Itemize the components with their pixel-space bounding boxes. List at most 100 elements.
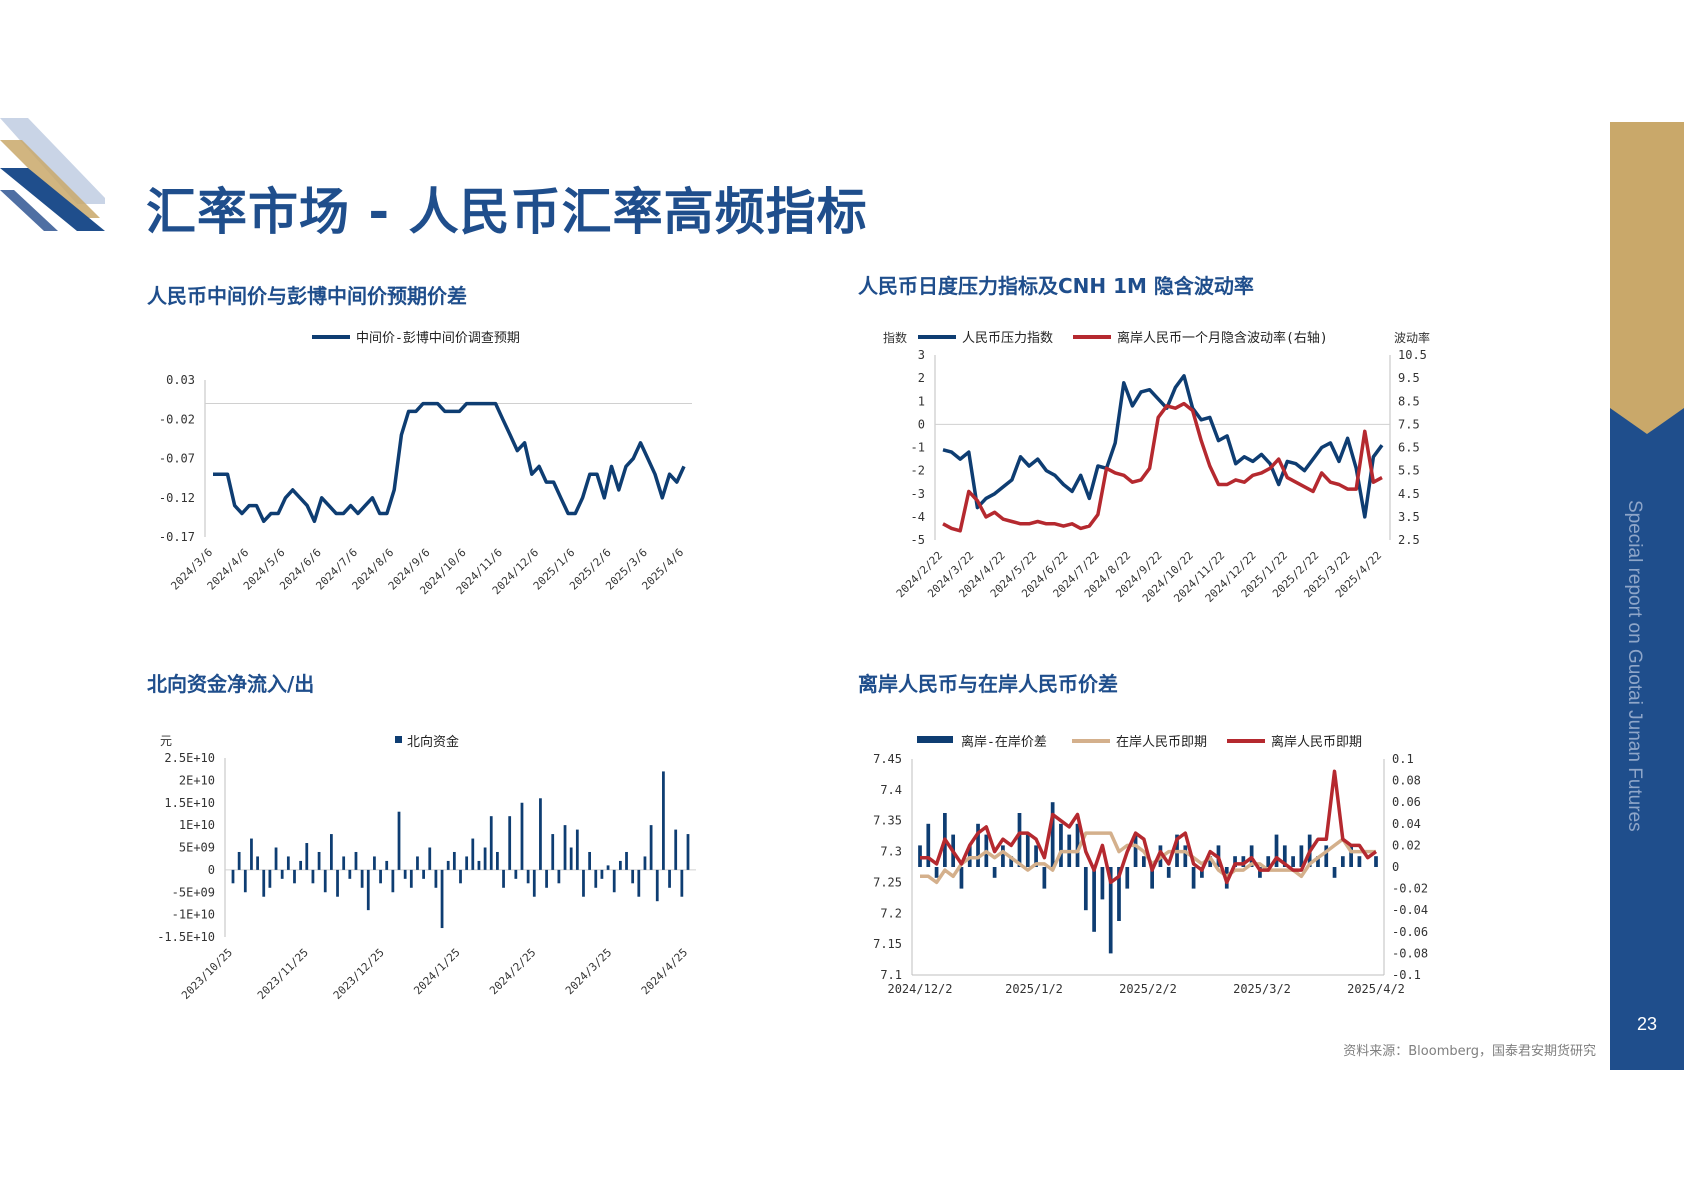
bar [649, 825, 653, 870]
chart-title-3: 北向资金净流入/出 [147, 672, 315, 696]
bar [342, 856, 346, 870]
bar [268, 869, 272, 888]
series-line [920, 769, 1378, 885]
bar [428, 847, 432, 870]
chart-title-1: 人民币中间价与彭博中间价预期价差 [147, 284, 467, 308]
bar [1183, 845, 1188, 867]
bar [446, 860, 450, 870]
bar [1092, 867, 1096, 932]
bar [588, 851, 592, 870]
bar [1349, 845, 1353, 867]
y-tick-label: -0.17 [159, 530, 195, 544]
y-tick-label: -5 [911, 533, 925, 547]
bar [1357, 856, 1362, 867]
bar [502, 869, 505, 888]
y-tick-label: 2.5E+10 [164, 751, 215, 765]
bar [1141, 856, 1146, 867]
bar [1241, 856, 1246, 867]
bar [594, 869, 598, 888]
bar [992, 867, 997, 878]
bar [1083, 867, 1088, 911]
bar [1258, 867, 1262, 878]
y-tick-label: 0 [918, 417, 925, 431]
y-tick-label: 7.4 [880, 783, 902, 797]
bar [674, 829, 678, 870]
bar [366, 869, 370, 911]
y-tick-label: 5E+09 [179, 841, 215, 855]
bar [465, 856, 469, 870]
bar [1100, 867, 1105, 900]
y2-tick-label: -0.1 [1392, 968, 1421, 982]
bar [243, 869, 247, 893]
y2-tick-label: -0.04 [1392, 903, 1428, 917]
bar [1332, 867, 1337, 878]
x-tick-label: 2025/3/2 [1233, 982, 1291, 996]
bar [231, 869, 235, 884]
bar [286, 856, 290, 870]
bar [459, 869, 462, 884]
y2-tick-label: 0.08 [1392, 774, 1421, 788]
y-tick-label: 0.03 [166, 373, 195, 387]
bar [397, 811, 401, 870]
bar [1282, 845, 1287, 867]
bar [1117, 867, 1121, 921]
chart-title-4: 离岸人民币与在岸人民币价差 [858, 672, 1118, 696]
bar [532, 869, 536, 897]
bar [305, 843, 309, 870]
legend-label: 离岸人民币即期 [1271, 734, 1362, 750]
bar [409, 869, 413, 888]
bar [1059, 823, 1063, 867]
y-tick-label: 7.1 [880, 968, 902, 982]
bar [1233, 856, 1237, 867]
y-unit-label: 元 [160, 734, 172, 748]
y2-tick-label: 0.1 [1392, 752, 1414, 766]
bar [1009, 856, 1014, 867]
y2-tick-label: 5.5 [1398, 464, 1420, 478]
bar [360, 869, 364, 888]
y2-tick-label: 7.5 [1398, 417, 1420, 431]
bar [563, 825, 567, 870]
bar [354, 851, 358, 870]
y2-tick-label: -0.02 [1392, 882, 1428, 896]
y-tick-label: -1 [911, 441, 925, 455]
bar [403, 869, 407, 879]
bar [373, 856, 376, 870]
bar [237, 851, 241, 870]
bar [477, 860, 481, 870]
bar [934, 867, 939, 878]
bar [655, 869, 659, 902]
source-note: 资料来源：Bloomberg，国泰君安期货研究 [1343, 1044, 1596, 1059]
bar [520, 802, 524, 870]
series-line [942, 401, 1383, 533]
side-band [1610, 122, 1684, 1070]
bar [686, 834, 690, 870]
bar [422, 869, 425, 879]
y-tick-label: -4 [911, 510, 925, 524]
bar [1133, 834, 1138, 867]
y-tick-label: 1 [918, 394, 925, 408]
bar [1200, 867, 1204, 878]
y-tick-label: -0.12 [159, 491, 195, 505]
x-tick-label: 2024/4/25 [639, 946, 690, 997]
page-title: 汇率市场 - 人民币汇率高频指标 [146, 183, 868, 241]
y-tick-label: -0.02 [159, 412, 195, 426]
y-tick-label: 0 [208, 863, 215, 877]
legend-label: 中间价-彭博中间价调查预期 [356, 331, 520, 346]
bar [489, 816, 493, 870]
x-tick-label: 2024/1/25 [411, 946, 462, 997]
y2-tick-label: 6.5 [1398, 441, 1420, 455]
y2-tick-label: 3.5 [1398, 510, 1420, 524]
y-tick-label: -5E+09 [172, 885, 215, 899]
bar [1299, 845, 1304, 867]
corner-stripes-decoration [0, 118, 105, 231]
bar [1150, 867, 1155, 889]
y-tick-label: -2 [911, 464, 925, 478]
series-line [213, 401, 686, 524]
y2-tick-label: -0.08 [1392, 946, 1428, 960]
y-tick-label: 7.15 [873, 937, 902, 951]
y-tick-label: 2E+10 [179, 773, 215, 787]
bar [280, 869, 284, 879]
bar [582, 869, 585, 897]
y-tick-label: -1.5E+10 [157, 930, 215, 944]
